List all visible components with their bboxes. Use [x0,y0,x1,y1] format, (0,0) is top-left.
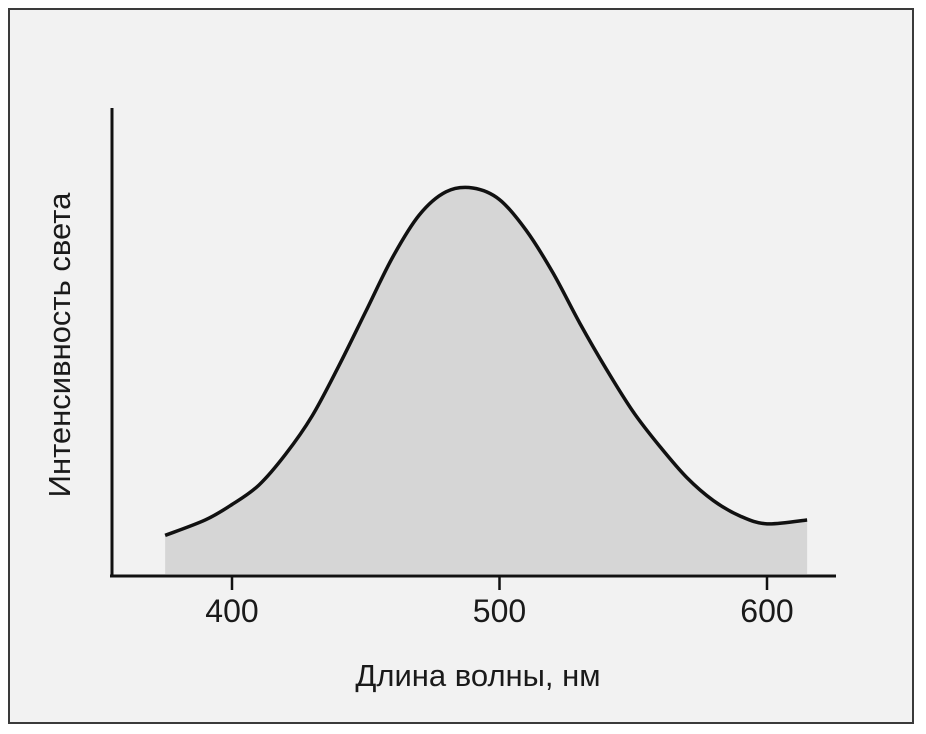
x-tick-label: 400 [205,593,258,629]
x-ticks: 400 500 600 [205,576,794,629]
y-axis-title: Интенсивность света [42,192,77,497]
x-tick-label: 500 [473,593,526,629]
x-tick-label: 600 [740,593,793,629]
spectrum-area-fill [165,187,808,574]
plot-area [164,185,808,574]
spectrum-line [164,185,808,538]
x-axis-title: Длина волны, нм [355,658,600,693]
